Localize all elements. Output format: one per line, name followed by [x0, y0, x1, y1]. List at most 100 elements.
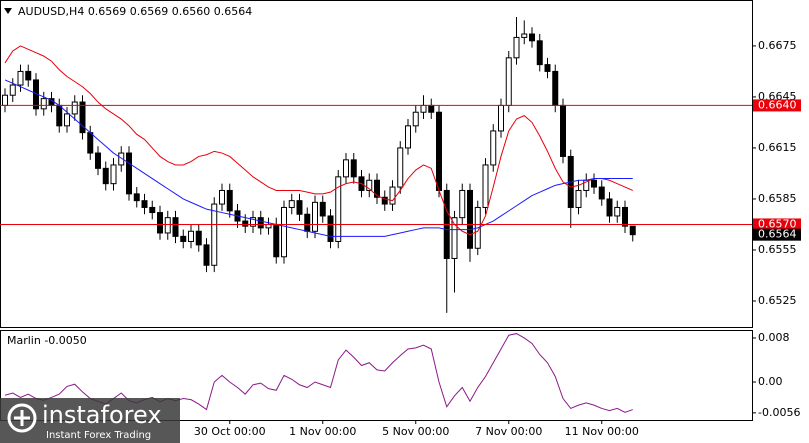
- candle-body: [412, 111, 419, 127]
- candle-body: [180, 235, 187, 242]
- watermark-bg: [0, 398, 180, 443]
- candle-body: [288, 200, 295, 208]
- watermark-brand: instaforex: [42, 401, 162, 429]
- candle-body: [629, 225, 636, 236]
- candle-body: [102, 167, 109, 185]
- candle-body: [118, 152, 125, 166]
- y-tick-label: 0.00: [758, 375, 783, 388]
- last-price-bg: [753, 228, 801, 241]
- candle-body: [575, 189, 582, 208]
- candle-body: [428, 104, 435, 113]
- y-tick-label: 0.008: [758, 331, 790, 344]
- level-label: 0.6570: [758, 217, 797, 230]
- candle-body: [250, 217, 256, 227]
- x-tick-label: 1 Nov 00:00: [289, 425, 356, 438]
- candle-body: [312, 201, 318, 232]
- candle-body: [451, 217, 458, 259]
- candle-body: [149, 206, 156, 214]
- candle-body: [17, 70, 24, 86]
- candle-body: [110, 164, 117, 185]
- candle-body: [552, 70, 559, 106]
- candle-body: [25, 70, 32, 81]
- y-tick-label: 0.6615: [758, 141, 797, 154]
- candle-body: [56, 104, 63, 127]
- x-tick-label: 5 Nov 00:00: [382, 425, 449, 438]
- candle-body: [560, 104, 566, 157]
- moving-average: [4, 79, 633, 237]
- candle-body: [265, 223, 272, 229]
- candle-body: [498, 104, 504, 132]
- candle-body: [157, 212, 163, 234]
- candle-body: [319, 201, 326, 217]
- candle-body: [490, 130, 497, 166]
- candle-body: [505, 57, 512, 106]
- price-panel: [0, 0, 753, 328]
- candle-body: [95, 152, 101, 169]
- candle-body: [226, 189, 233, 212]
- candle-body: [9, 84, 16, 96]
- x-tick-label: 11 Nov 00:00: [565, 425, 639, 438]
- candle-body: [591, 179, 597, 188]
- candle-body: [529, 33, 535, 42]
- candle-body: [203, 244, 210, 266]
- level-label-bg: [753, 218, 801, 231]
- candle-body: [195, 230, 202, 246]
- candle-body: [257, 217, 264, 229]
- candle-body: [141, 200, 148, 208]
- x-tick-label: 30 Oct 00:00: [194, 425, 266, 438]
- candle-body: [211, 203, 218, 266]
- candle-body: [242, 220, 249, 227]
- y-tick-label: 0.6675: [758, 39, 797, 52]
- candle-body: [350, 159, 357, 178]
- last-price-label: 0.6564: [758, 228, 797, 241]
- candle-body: [71, 101, 78, 115]
- candle-body: [304, 213, 311, 232]
- y-tick-label: 0.6525: [758, 294, 797, 307]
- candle-body: [164, 217, 171, 234]
- candle-body: [126, 152, 132, 195]
- candle-body: [482, 164, 489, 208]
- y-tick-label: -0.0056: [758, 406, 800, 419]
- watermark-tagline: Instant Forex Trading: [46, 430, 151, 441]
- indicator-title: Marlin -0.0050: [7, 334, 87, 347]
- candle-body: [40, 98, 47, 110]
- candle-body: [389, 186, 396, 205]
- candle-body: [598, 186, 605, 200]
- candle-body: [420, 104, 427, 113]
- candle-body: [335, 176, 342, 242]
- level-label: 0.6640: [758, 98, 797, 111]
- candle-body: [536, 40, 543, 66]
- candle-body: [521, 33, 528, 38]
- watermark: instaforex Instant Forex Trading: [0, 398, 180, 443]
- candle-body: [459, 189, 466, 219]
- candle-body: [606, 198, 613, 217]
- candle-body: [79, 101, 86, 134]
- candle-body: [622, 206, 628, 227]
- candle-body: [64, 113, 70, 127]
- candle-body: [405, 125, 411, 149]
- watermark-logo: [7, 403, 37, 433]
- x-tick-label: 7 Nov 00:00: [475, 425, 542, 438]
- candle-body: [436, 111, 442, 191]
- menu-arrow[interactable]: [4, 8, 12, 14]
- candle-body: [219, 189, 225, 205]
- candle-body: [343, 159, 349, 178]
- y-tick-label: 0.6585: [758, 192, 797, 205]
- candle-body: [133, 193, 140, 202]
- candle-body: [366, 179, 373, 191]
- candle-body: [544, 64, 551, 72]
- candle-body: [296, 200, 303, 215]
- level-label-bg: [753, 99, 801, 112]
- candle-body: [381, 196, 388, 205]
- candle-body: [467, 189, 473, 249]
- y-tick-label: 0.6555: [758, 243, 797, 256]
- symbol-header: AUDUSD,H4 0.6569 0.6569 0.6560 0.6564: [18, 5, 252, 18]
- candle-body: [374, 179, 380, 198]
- candle-body: [513, 36, 520, 59]
- candle-body: [614, 206, 621, 217]
- candle-body: [281, 206, 287, 258]
- moving-average: [4, 45, 633, 236]
- candle-body: [172, 217, 179, 237]
- candle-body: [397, 147, 404, 188]
